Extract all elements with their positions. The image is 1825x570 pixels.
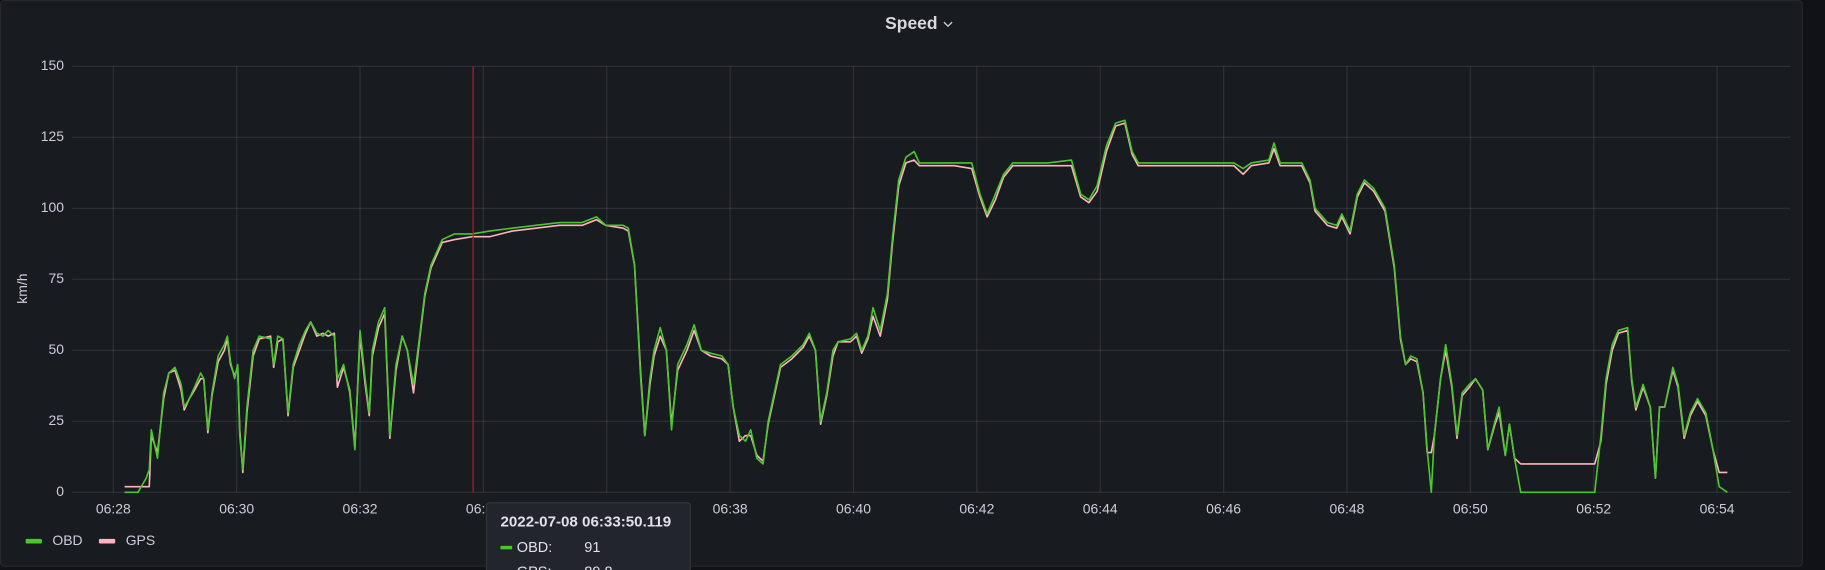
legend-swatch [98, 538, 116, 544]
x-tick-label: 06:52 [1576, 500, 1611, 516]
legend: OBD GPS [25, 532, 155, 548]
tooltip-label: GPS: [517, 564, 552, 570]
tooltip-box [485, 502, 691, 570]
legend-label: OBD [52, 532, 82, 548]
y-tick-label: 0 [56, 483, 64, 499]
tooltip-value: 91 [584, 540, 600, 556]
tooltip-time: 2022-07-08 06:33:50.119 [500, 514, 671, 531]
series-lines [124, 66, 1728, 494]
title-menu-chevron[interactable] [943, 21, 953, 28]
legend-label: GPS [126, 532, 155, 548]
x-tick-label: 06:30 [219, 500, 254, 516]
y-tick-label: 75 [48, 270, 64, 286]
x-tick-label: 06:50 [1453, 500, 1488, 516]
legend-item[interactable]: OBD [25, 532, 83, 548]
tooltip-swatch [500, 545, 513, 550]
series-line [124, 119, 1728, 494]
x-tick-label: 06:38 [713, 500, 748, 516]
x-tick-label: 06:32 [343, 500, 378, 516]
x-tick-label: 06:46 [1206, 500, 1241, 516]
panel-title[interactable]: Speed [885, 13, 937, 33]
y-tick-label: 100 [41, 199, 65, 215]
y-tick-label: 50 [48, 341, 64, 357]
y-tick-label: 25 [48, 412, 64, 428]
y-axis-label: km/h [14, 274, 30, 304]
x-tick-label: 06:44 [1083, 500, 1118, 516]
x-tick-label: 06:42 [959, 500, 994, 516]
panel-header[interactable]: Speed [885, 13, 953, 33]
x-tick-label: 06:54 [1700, 500, 1735, 516]
x-tick-label: 06:40 [836, 500, 871, 516]
tooltip-label: OBD: [517, 540, 553, 556]
y-tick-label: 150 [41, 57, 65, 73]
x-tick-label: 06:28 [96, 500, 131, 516]
x-tick-label: 06:48 [1330, 500, 1365, 516]
y-tick-label: 125 [41, 128, 65, 144]
legend-item[interactable]: GPS [98, 532, 155, 548]
tooltip-value: 89.8 [584, 564, 612, 570]
legend-swatch [25, 538, 42, 544]
tooltip: 2022-07-08 06:33:50.119 OBD: 91 GPS: 89.8 [485, 502, 691, 570]
